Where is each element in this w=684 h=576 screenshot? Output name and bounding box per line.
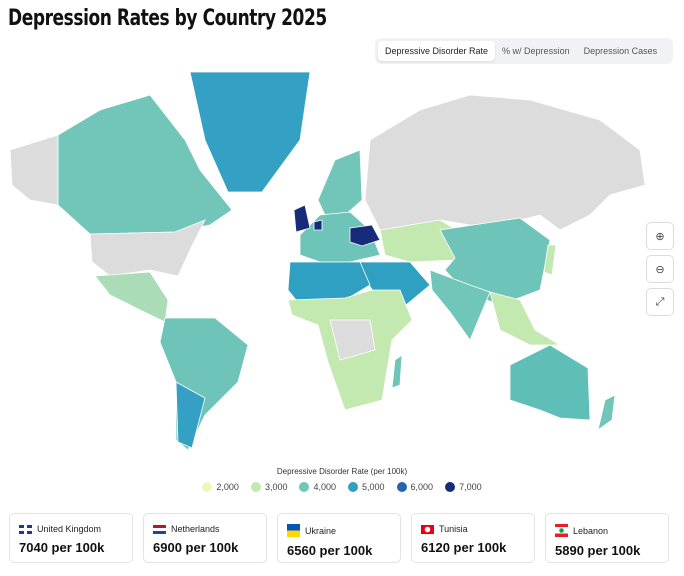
region-india[interactable] — [429, 269, 491, 341]
uk-flag-icon — [19, 524, 32, 534]
country-card[interactable]: United Kingdom 7040 per 100k — [9, 513, 133, 563]
country-card[interactable]: Lebanon 5890 per 100k — [545, 513, 669, 563]
region-alaska[interactable] — [9, 134, 59, 206]
legend: 2,000 3,000 4,000 5,000 6,000 7,000 — [0, 482, 684, 492]
page-title: Depression Rates by Country 2025 — [8, 6, 327, 31]
legend-item: 5,000 — [348, 482, 385, 492]
region-canada[interactable] — [57, 94, 233, 235]
tab-depressive-disorder-rate[interactable]: Depressive Disorder Rate — [378, 41, 496, 61]
region-central-africa[interactable] — [329, 319, 376, 361]
country-name: Netherlands — [171, 524, 220, 534]
region-uk[interactable] — [293, 204, 311, 233]
region-madagascar[interactable] — [391, 354, 403, 389]
country-card[interactable]: Tunisia 6120 per 100k — [411, 513, 535, 563]
zoom-out-icon: ⊖ — [655, 263, 665, 276]
metric-tabs: Depressive Disorder Rate % w/ Depression… — [375, 38, 673, 64]
country-value: 6900 per 100k — [153, 540, 239, 555]
legend-item: 3,000 — [250, 482, 288, 492]
legend-label: 5,000 — [362, 482, 385, 492]
country-name: Lebanon — [573, 525, 609, 536]
region-south-america[interactable] — [159, 317, 249, 451]
country-card[interactable]: Ukraine 6560 per 100k — [277, 513, 401, 563]
legend-item: 4,000 — [299, 482, 336, 492]
country-name: Tunisia — [439, 524, 468, 534]
legend-item: 2,000 — [202, 482, 239, 492]
region-southeast-asia[interactable] — [489, 291, 562, 346]
legend-label: 6,000 — [410, 482, 434, 492]
region-japan[interactable] — [543, 244, 557, 276]
region-russia[interactable] — [364, 94, 645, 241]
legend-item: 7,000 — [445, 482, 482, 492]
legend-title: Depressive Disorder Rate (per 100k) — [276, 467, 408, 476]
legend-label: 3,000 — [264, 482, 288, 492]
region-greenland[interactable] — [189, 71, 311, 193]
region-ukraine[interactable] — [349, 224, 381, 247]
region-australia[interactable] — [509, 344, 591, 421]
legend-swatch — [348, 482, 358, 492]
country-value: 7040 per 100k — [19, 540, 105, 555]
country-name: Ukraine — [305, 525, 337, 536]
legend-swatch — [396, 482, 407, 492]
country-name: United Kingdom — [37, 524, 102, 534]
legend-swatch — [250, 482, 261, 492]
legend-label: 4,000 — [313, 482, 336, 492]
region-scandinavia[interactable] — [317, 149, 363, 216]
top-countries: United Kingdom 7040 per 100k Netherlands… — [9, 513, 669, 563]
country-card[interactable]: Netherlands 6900 per 100k — [143, 513, 267, 563]
tab-percent-with-depression[interactable]: % w/ Depression — [502, 46, 570, 56]
ukraine-flag-icon — [287, 524, 300, 537]
country-value: 5890 per 100k — [555, 543, 641, 558]
fullscreen-button[interactable]: ⤢ — [646, 288, 674, 316]
country-value: 6120 per 100k — [421, 540, 507, 555]
legend-swatch — [202, 482, 213, 492]
lebanon-flag-icon — [555, 524, 568, 537]
region-usa[interactable] — [89, 219, 206, 277]
legend-swatch — [299, 482, 310, 492]
region-mexico[interactable] — [94, 271, 169, 323]
tunisia-flag-icon — [421, 524, 434, 534]
world-map[interactable] — [0, 68, 645, 458]
legend-label: 2,000 — [216, 482, 239, 492]
fullscreen-icon: ⤢ — [655, 295, 665, 308]
netherlands-flag-icon — [153, 524, 166, 534]
country-value: 6560 per 100k — [287, 543, 373, 558]
tab-depression-cases[interactable]: Depression Cases — [583, 46, 658, 56]
legend-swatch — [445, 482, 456, 492]
zoom-out-button[interactable]: ⊖ — [646, 255, 674, 283]
region-new-zealand[interactable] — [597, 394, 616, 431]
region-argentina-chile[interactable] — [175, 381, 206, 449]
zoom-in-button[interactable]: ⊕ — [646, 222, 674, 250]
legend-item: 6,000 — [396, 482, 434, 492]
legend-label: 7,000 — [459, 482, 482, 492]
zoom-in-icon: ⊕ — [655, 230, 665, 243]
region-netherlands[interactable] — [313, 219, 323, 231]
